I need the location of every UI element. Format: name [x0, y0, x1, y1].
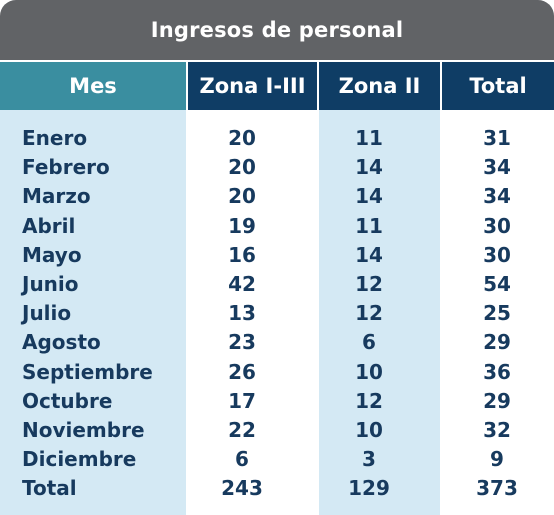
- month-cell: Octubre: [22, 388, 113, 413]
- table-row: Febrero 20 14 34: [0, 153, 554, 182]
- table-row: Octubre 17 12 29: [0, 387, 554, 416]
- zona1-cell: 13: [228, 301, 256, 326]
- zona2-cell: 11: [355, 126, 383, 150]
- table-row: Noviembre 22 10 32: [0, 416, 554, 445]
- month-cell: Febrero: [22, 155, 110, 180]
- table-row: Marzo 20 14 34: [0, 182, 554, 211]
- header-total: Total: [442, 62, 554, 110]
- total-cell: 34: [483, 184, 511, 209]
- header-zona2: Zona II: [319, 62, 440, 110]
- table-body: Enero 20 11 31 Febrero 20 14 34 Marzo 20 14 34 Abril…: [0, 124, 554, 503]
- month-cell: Marzo: [22, 184, 91, 209]
- total-cell: 54: [483, 271, 511, 296]
- table-row: Diciembre 6 3 9: [0, 445, 554, 474]
- table-row: Enero 20 11 31: [0, 124, 554, 153]
- mes-column-bg: [0, 110, 186, 515]
- table-row: Julio 13 12 25: [0, 299, 554, 328]
- zona1-cell: 20: [228, 155, 256, 180]
- table-title: Ingresos de personal: [0, 0, 554, 60]
- month-cell: Abril: [22, 213, 76, 238]
- zona2-cell: 129: [348, 476, 390, 501]
- zona2-cell: 10: [355, 359, 383, 384]
- total-cell: 373: [476, 476, 518, 501]
- zona2-cell: 11: [355, 213, 383, 238]
- zona2-cell: 12: [355, 301, 383, 326]
- zona2-column-bg: [319, 110, 440, 515]
- zona2-cell: 12: [355, 388, 383, 413]
- month-cell: Enero: [22, 126, 88, 150]
- zona2-cell: 6: [362, 330, 376, 355]
- month-cell: Julio: [22, 301, 72, 326]
- table-row: Mayo 16 14 30: [0, 241, 554, 270]
- total-cell: 34: [483, 155, 511, 180]
- total-cell: 25: [483, 301, 511, 326]
- zona2-cell: 14: [355, 155, 383, 180]
- zona1-cell: 22: [228, 417, 256, 442]
- total-cell: 9: [490, 447, 504, 472]
- table-row: Junio 42 12 54: [0, 270, 554, 299]
- zona1-cell: 42: [228, 271, 256, 296]
- total-cell: 36: [483, 359, 511, 384]
- zona1-cell: 20: [228, 126, 256, 150]
- zona2-cell: 3: [362, 447, 376, 472]
- month-cell: Noviembre: [22, 417, 145, 442]
- total-cell: 31: [483, 126, 511, 150]
- zona1-cell: 23: [228, 330, 256, 355]
- table-row: Septiembre 26 10 36: [0, 358, 554, 387]
- zona2-cell: 12: [355, 271, 383, 296]
- zona1-cell: 26: [228, 359, 256, 384]
- total-cell: 29: [483, 388, 511, 413]
- header-zona1: Zona I-III: [188, 62, 317, 110]
- month-cell: Mayo: [22, 242, 82, 267]
- total-cell: 32: [483, 417, 511, 442]
- month-cell: Agosto: [22, 330, 101, 355]
- table-row: Agosto 23 6 29: [0, 328, 554, 357]
- table-row: Abril 19 11 30: [0, 212, 554, 241]
- total-cell: 29: [483, 330, 511, 355]
- zona2-cell: 14: [355, 242, 383, 267]
- zona1-cell: 6: [235, 447, 249, 472]
- total-row: Total 243 129 373: [0, 474, 554, 503]
- month-cell: Total: [22, 476, 77, 501]
- zona1-cell: 19: [228, 213, 256, 238]
- zona2-cell: 10: [355, 417, 383, 442]
- month-cell: Diciembre: [22, 447, 137, 472]
- zona1-cell: 243: [221, 476, 263, 501]
- zona1-cell: 17: [228, 388, 256, 413]
- month-cell: Junio: [22, 271, 79, 296]
- month-cell: Septiembre: [22, 359, 153, 384]
- total-cell: 30: [483, 213, 511, 238]
- zona2-cell: 14: [355, 184, 383, 209]
- zona1-cell: 16: [228, 242, 256, 267]
- header-mes: Mes: [0, 62, 186, 110]
- zona1-cell: 20: [228, 184, 256, 209]
- total-cell: 30: [483, 242, 511, 267]
